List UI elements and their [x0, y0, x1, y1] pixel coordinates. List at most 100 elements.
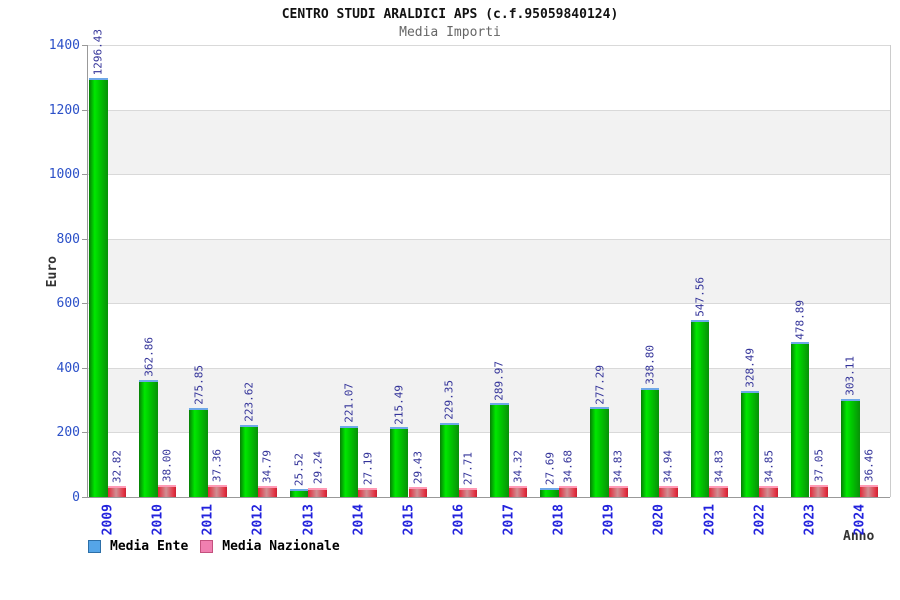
bar-media-nazionale: [458, 488, 478, 497]
bar-value-label: 229.35: [442, 380, 456, 420]
gridline: [88, 109, 890, 111]
gridline: [88, 45, 890, 46]
x-tick-label: 2015: [401, 504, 417, 536]
bar-value-label: 223.62: [242, 382, 256, 422]
bar-media-nazionale: [609, 485, 628, 497]
bar-media-ente: [690, 320, 710, 497]
y-tick-label: 0: [72, 490, 80, 505]
x-tick-label: 2021: [702, 504, 717, 536]
x-tick-label: 2020: [651, 504, 667, 536]
legend-swatch-media-nazionale: [200, 540, 214, 553]
bar-value-label: 478.89: [793, 299, 807, 340]
y-tick-mark: [82, 432, 88, 434]
bar-media-nazionale: [558, 485, 578, 497]
bar-media-nazionale: [308, 487, 327, 497]
bar-media-ente: [540, 488, 559, 497]
y-tick-mark: [82, 367, 88, 369]
bar-value-label: 289.97: [492, 360, 506, 401]
bar-media-ente: [289, 488, 309, 497]
x-axis-line: [88, 497, 890, 498]
legend-label-media-nazionale: Media Nazionale: [222, 539, 340, 554]
y-tick-label: 800: [56, 231, 80, 247]
plot-band-gray: [88, 238, 890, 304]
legend-label-media-ente: Media Ente: [110, 539, 189, 554]
x-tick-label: 2023: [802, 504, 818, 536]
legend-swatch-media-ente: [88, 540, 101, 553]
y-tick-mark: [82, 238, 88, 240]
bar-value-label: 34.32: [511, 449, 525, 483]
bar-value-label: 277.29: [593, 364, 607, 405]
y-tick-mark: [82, 303, 88, 305]
bar-value-label: 29.24: [311, 451, 325, 485]
bar-media-nazionale: [157, 484, 177, 497]
x-axis-title: Anno: [843, 529, 875, 544]
plot-band-gray: [88, 367, 890, 433]
bar-media-nazionale: [358, 488, 377, 497]
bar-media-nazionale: [709, 485, 728, 497]
gridline: [88, 238, 890, 240]
bar-media-nazionale: [759, 485, 778, 497]
bar-media-ente: [841, 399, 860, 497]
y-tick-mark: [82, 174, 88, 176]
bar-value-label: 34.85: [762, 449, 776, 483]
bar-value-label: 34.83: [611, 449, 625, 483]
y-tick-mark: [82, 109, 88, 111]
bar-media-nazionale: [107, 486, 127, 497]
bar-media-ente: [740, 390, 760, 497]
bar-media-ente: [339, 425, 359, 497]
y-tick-label: 200: [56, 425, 80, 441]
bar-value-label: 34.79: [260, 449, 274, 483]
y-axis-line: [87, 45, 88, 498]
chart-title: CENTRO STUDI ARALDICI APS (c.f.950598401…: [281, 7, 619, 22]
gridline: [88, 432, 890, 434]
x-tick-label: 2024: [852, 504, 868, 536]
bar-value-label: 25.52: [292, 452, 306, 486]
bar-value-label: 221.07: [342, 382, 356, 423]
bar-value-label: 32.82: [110, 450, 124, 484]
y-tick-label: 1000: [48, 167, 80, 183]
bar-media-ente: [189, 407, 208, 497]
y-tick-label: 1200: [48, 102, 80, 118]
bar-media-ente: [239, 424, 259, 497]
bar-media-ente: [490, 403, 509, 497]
bar-value-label: 27.71: [461, 451, 475, 486]
bar-value-label: 38.00: [160, 448, 174, 482]
bar-media-nazionale: [508, 485, 528, 497]
x-tick-label: 2016: [451, 504, 467, 536]
chart-subtitle: Media Importi: [399, 25, 501, 40]
x-tick-label: 2010: [150, 504, 166, 536]
gridline: [88, 174, 890, 176]
bar-value-label: 34.83: [712, 449, 726, 483]
legend: Media Ente Media Nazionale: [88, 539, 340, 554]
bar-media-ente: [89, 78, 108, 497]
bar-media-nazionale: [408, 487, 428, 497]
bar-media-ente: [440, 422, 459, 497]
bar-value-label: 215.49: [392, 384, 406, 425]
bar-media-ente: [139, 379, 158, 497]
bar-media-nazionale: [659, 485, 678, 497]
bar-value-label: 34.94: [661, 449, 675, 483]
bar-media-ente: [790, 342, 810, 497]
gridline: [88, 367, 890, 369]
bar-value-label: 303.11: [843, 356, 857, 397]
bar-media-ente: [389, 427, 409, 497]
plot-band-gray: [88, 109, 890, 175]
y-tick-mark: [82, 497, 88, 498]
bar-value-label: 27.19: [361, 452, 375, 486]
bar-value-label: 362.86: [142, 337, 156, 377]
x-tick-label: 2018: [551, 504, 567, 536]
x-tick-label: 2013: [301, 504, 316, 536]
bar-media-nazionale: [208, 484, 227, 497]
bar-media-nazionale: [809, 485, 829, 497]
x-tick-label: 2014: [351, 504, 367, 536]
bar-value-label: 328.49: [743, 348, 757, 388]
bar-value-label: 37.36: [210, 448, 224, 482]
x-tick-label: 2011: [200, 504, 216, 536]
bar-media-nazionale: [859, 485, 879, 497]
x-tick-label: 2009: [100, 504, 116, 536]
bar-value-label: 29.43: [411, 451, 425, 485]
x-tick-label: 2019: [601, 504, 617, 536]
bar-value-label: 37.05: [812, 448, 826, 483]
plot-right-border: [890, 45, 891, 497]
